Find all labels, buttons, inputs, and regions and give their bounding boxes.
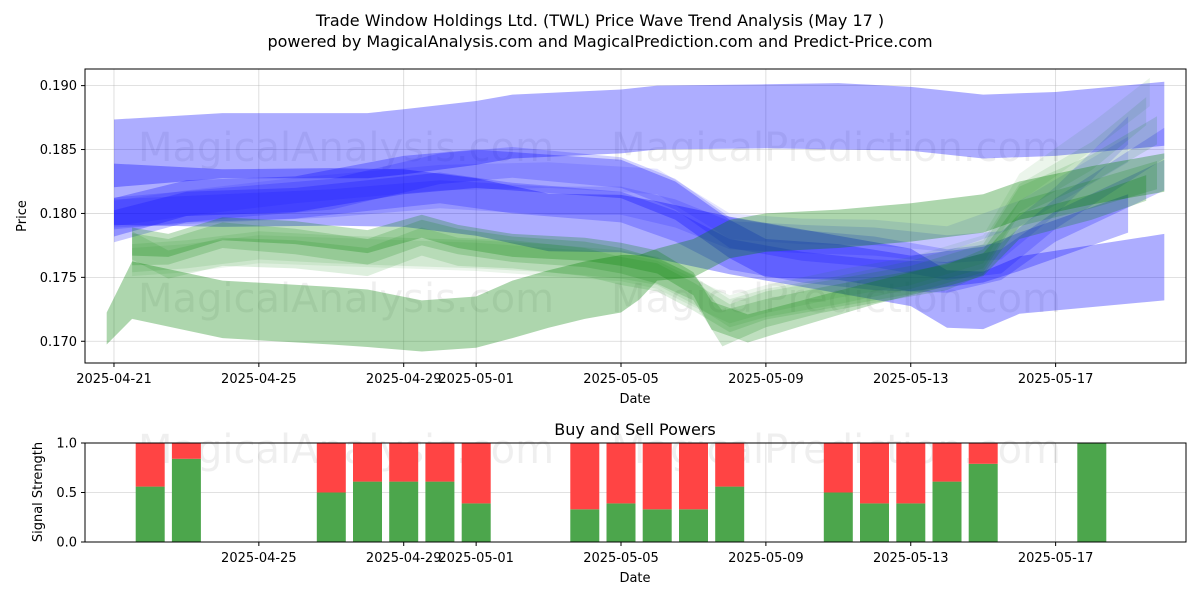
sell-bar [642,443,672,510]
signal-x-tick-label: 2025-05-01 [438,551,514,566]
watermark-text: MagicalPrediction.com [611,276,1061,322]
price-y-tick-label: 0.185 [40,143,77,158]
price-y-axis: 0.170 0.175 0.180 0.185 0.190 [40,79,85,350]
signal-y-axis: 0.0 0.5 1.0 [56,437,85,551]
buy-bar [171,458,201,542]
buy-bar [135,486,165,542]
sell-bar [823,443,853,493]
signal-x-axis-label: Date [619,571,650,586]
sell-bar [389,443,419,482]
buy-bar [642,509,672,542]
price-x-tick-label: 2025-05-13 [873,372,949,387]
signal-bars [135,443,1107,542]
price-wave-band [132,77,1150,324]
price-x-tick-label: 2025-05-09 [728,372,804,387]
chart-title: Trade Window Holdings Ltd. (TWL) Price W… [315,11,884,30]
price-x-tick-label: 2025-04-21 [76,372,152,387]
sell-bar [932,443,962,482]
sell-bar [860,443,889,504]
signal-title: Buy and Sell Powers [554,420,716,439]
sell-bar [715,443,745,487]
price-wave-band [106,153,1165,352]
buy-bar [968,463,998,542]
signal-y-tick-label: 0.0 [56,536,77,551]
price-wave-band [132,116,1158,333]
price-y-tick-label: 0.175 [40,271,77,286]
signal-y-tick-label: 1.0 [56,437,77,452]
signal-panel: Buy and Sell Powers MagicalAnalysis.com … [31,420,1187,586]
signal-x-tick-label: 2025-04-29 [366,551,442,566]
price-wave-band [114,81,1165,188]
price-y-tick-label: 0.170 [40,335,77,350]
price-x-tick-label: 2025-05-17 [1018,372,1094,387]
signal-x-tick-label: 2025-05-09 [728,551,804,566]
sell-bar [679,443,708,510]
buy-bar [1077,443,1107,542]
price-y-tick-label: 0.190 [40,79,77,94]
sell-bar [896,443,926,504]
price-x-tick-label: 2025-05-01 [438,372,514,387]
buy-bar [823,492,853,542]
price-wave-band [114,149,1129,292]
sell-bar [353,443,382,482]
watermark-text: MagicalAnalysis.com [138,125,554,171]
price-x-axis: 2025-04-21 2025-04-25 2025-04-292025-05-01… [76,363,1093,387]
price-plot-frame [84,68,1187,364]
watermark-text: MagicalAnalysis.com [138,276,554,322]
sell-bar [171,443,201,459]
price-panel: MagicalAnalysis.com MagicalPrediction.co… [15,68,1187,407]
buy-bar [932,481,962,542]
price-wave-band [132,161,1158,347]
price-wave-band [114,163,1165,330]
buy-bar [606,503,636,542]
price-grid [85,69,1186,363]
price-x-tick-label: 2025-04-25 [221,372,297,387]
price-bands [106,77,1165,352]
price-watermarks: MagicalAnalysis.com MagicalPrediction.co… [138,125,1061,322]
price-wave-band [114,159,1165,293]
chart-subtitle: powered by MagicalAnalysis.com and Magic… [267,32,932,51]
sell-bar [570,443,600,510]
price-wave-band [114,116,1129,264]
signal-x-tick-label: 2025-05-05 [583,551,659,566]
signal-y-axis-label: Signal Strength [31,442,46,542]
sell-bar [606,443,636,504]
buy-bar [389,481,419,542]
price-x-tick-label: 2025-05-05 [583,372,659,387]
buy-bar [679,509,708,542]
sell-bar [316,443,346,493]
buy-bar [896,503,926,542]
buy-bar [461,503,491,542]
price-x-axis-label: Date [619,392,650,407]
price-wave-band [114,127,1165,280]
signal-y-tick-label: 0.5 [56,486,77,501]
price-x-tick-label: 2025-04-29 [366,372,442,387]
signal-x-tick-label: 2025-04-25 [221,551,297,566]
buy-bar [715,486,745,542]
sell-bar [135,443,165,487]
sell-bar [461,443,491,504]
sell-bar [425,443,455,482]
buy-bar [425,481,455,542]
watermark-text: MagicalPrediction.com [611,125,1061,171]
buy-bar [860,503,889,542]
signal-x-tick-label: 2025-05-13 [873,551,949,566]
sell-bar [968,443,998,464]
buy-bar [353,481,382,542]
price-wave-band [132,97,1147,328]
price-wave-band [132,175,1147,343]
price-y-tick-label: 0.180 [40,207,77,222]
price-wave-band [114,136,1129,252]
buy-bar [316,492,346,542]
price-y-axis-label: Price [15,200,30,232]
signal-x-tick-label: 2025-05-17 [1018,551,1094,566]
buy-bar [570,509,600,542]
